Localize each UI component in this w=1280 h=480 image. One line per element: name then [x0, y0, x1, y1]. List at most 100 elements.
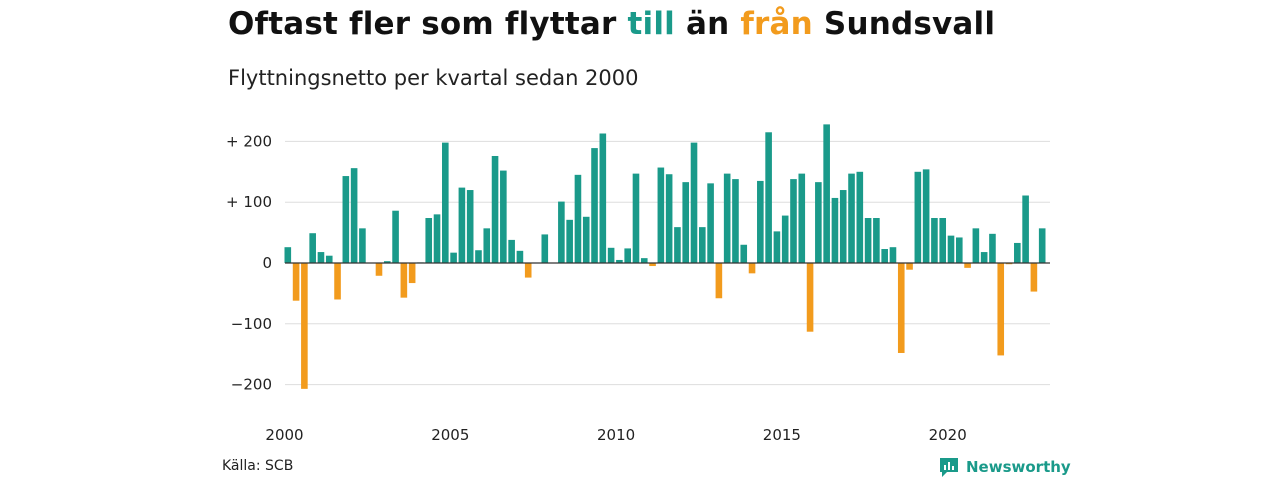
bar-2020-k1	[947, 235, 955, 263]
bar-2016-k4	[839, 190, 847, 263]
x-tick-label: 2010	[597, 426, 635, 444]
bar-2008-k3	[566, 219, 573, 263]
bar-2002-k4	[375, 263, 383, 276]
bar-2020-k3	[964, 263, 971, 268]
bar-2014-k1	[748, 263, 756, 274]
bar-2018-k4	[906, 263, 913, 270]
bar-2006-k3	[500, 170, 507, 263]
bar-2021-k2	[989, 233, 996, 263]
title-highlight-in: till	[627, 6, 675, 42]
bar-2003-k2	[392, 210, 399, 263]
bar-2009-k2	[591, 148, 598, 263]
bar-2001-k3	[334, 263, 341, 300]
bar-2009-k3	[599, 133, 607, 263]
bar-2015-k1	[781, 215, 789, 263]
bar-2010-k4	[640, 258, 648, 263]
bar-2010-k1	[616, 259, 623, 263]
bar-2000-k3	[301, 263, 308, 389]
x-tick-label: 2015	[763, 426, 801, 444]
chart-title: Oftast fler som flyttar till än från Sun…	[228, 6, 995, 42]
newsworthy-logo-icon	[940, 458, 958, 477]
bar-2007-k1	[516, 250, 524, 263]
bar-2018-k2	[889, 247, 897, 263]
bar-2016-k2	[823, 124, 830, 263]
bar-2012-k1	[682, 182, 690, 263]
bar-2015-k2	[790, 179, 797, 263]
y-axis-labels: + 200 + 100 0 −100 −200	[226, 132, 272, 393]
bar-2014-k4	[773, 231, 781, 263]
bar-2001-k4	[342, 176, 350, 263]
bar-2001-k2	[325, 255, 333, 263]
bar-2015-k4	[806, 263, 814, 332]
bar-2014-k3	[765, 132, 772, 263]
bar-2005-k2	[458, 187, 466, 263]
bar-2019-k4	[939, 218, 947, 263]
bar-2003-k4	[408, 263, 416, 284]
bar-2004-k3	[433, 214, 441, 263]
bar-2007-k2	[524, 263, 532, 278]
bar-2019-k2	[922, 169, 930, 263]
bar-2005-k1	[450, 252, 457, 263]
bar-2022-k3	[1030, 263, 1038, 292]
bar-2022-k4	[1038, 228, 1046, 263]
title-part-2: än	[674, 6, 741, 42]
bar-2020-k4	[972, 228, 980, 263]
bar-2006-k2	[491, 155, 499, 263]
bar-2022-k2	[1022, 195, 1029, 263]
bar-2002-k1	[350, 168, 358, 263]
bar-2011-k1	[649, 263, 656, 267]
bar-2013-k3	[732, 179, 739, 263]
bar-2004-k2	[425, 218, 433, 263]
bar-2017-k2	[856, 171, 864, 263]
y-tick-label: + 200	[226, 132, 272, 150]
x-tick-label: 2000	[265, 426, 303, 444]
title-highlight-out: från	[740, 6, 813, 42]
bar-2015-k3	[798, 173, 806, 263]
bar-2021-k3	[997, 263, 1005, 356]
bar-2006-k1	[483, 228, 491, 263]
bar-2002-k2	[359, 228, 366, 263]
bar-2016-k3	[831, 197, 839, 263]
bar-2010-k2	[624, 248, 631, 263]
bar-2020-k2	[955, 237, 963, 263]
bar-2008-k2	[558, 201, 565, 263]
x-tick-label: 2005	[431, 426, 469, 444]
bar-2011-k4	[674, 227, 681, 263]
bar-2012-k4	[707, 183, 714, 263]
bar-2022-k1	[1014, 242, 1021, 263]
bar-2019-k3	[931, 218, 938, 263]
bar-2009-k1	[582, 216, 590, 263]
bar-2005-k4	[475, 250, 482, 263]
bar-2014-k2	[757, 180, 764, 263]
title-part-1: Oftast fler som flyttar	[228, 6, 628, 42]
bar-2017-k1	[848, 173, 855, 263]
bar-2013-k4	[740, 244, 748, 263]
bar-2012-k3	[699, 227, 706, 263]
y-tick-label: −100	[231, 315, 272, 333]
bar-2013-k1	[715, 263, 723, 299]
brand: Newsworthy	[938, 456, 1071, 478]
title-part-3: Sundsvall	[812, 6, 996, 42]
bar-2012-k2	[690, 142, 698, 263]
bar-2011-k3	[665, 174, 673, 263]
bar-2016-k1	[815, 182, 822, 263]
bar-2013-k2	[723, 173, 731, 263]
bar-2004-k4	[442, 142, 449, 263]
x-axis-labels: 2000 2005 2010 2015 2020	[265, 426, 966, 444]
bar-2017-k3	[864, 218, 872, 263]
bar-2003-k3	[400, 263, 408, 298]
bar-2000-k1	[284, 247, 292, 263]
bar-2001-k1	[317, 252, 325, 263]
bar-2009-k4	[607, 247, 615, 263]
y-tick-label: + 100	[226, 193, 272, 211]
bar-2006-k4	[508, 239, 515, 263]
bar-2021-k1	[980, 252, 988, 263]
bar-chart: + 200 + 100 0 −100 −200 2000 2005 2010 2015 2020	[226, 124, 1050, 444]
y-tick-label: 0	[262, 254, 272, 272]
bar-2021-k4	[1005, 263, 1013, 265]
bar-2000-k4	[309, 233, 316, 263]
bar-2003-k1	[383, 261, 391, 263]
bar-2019-k1	[914, 171, 922, 263]
y-tick-label: −200	[231, 376, 272, 394]
bar-2018-k3	[897, 263, 905, 353]
